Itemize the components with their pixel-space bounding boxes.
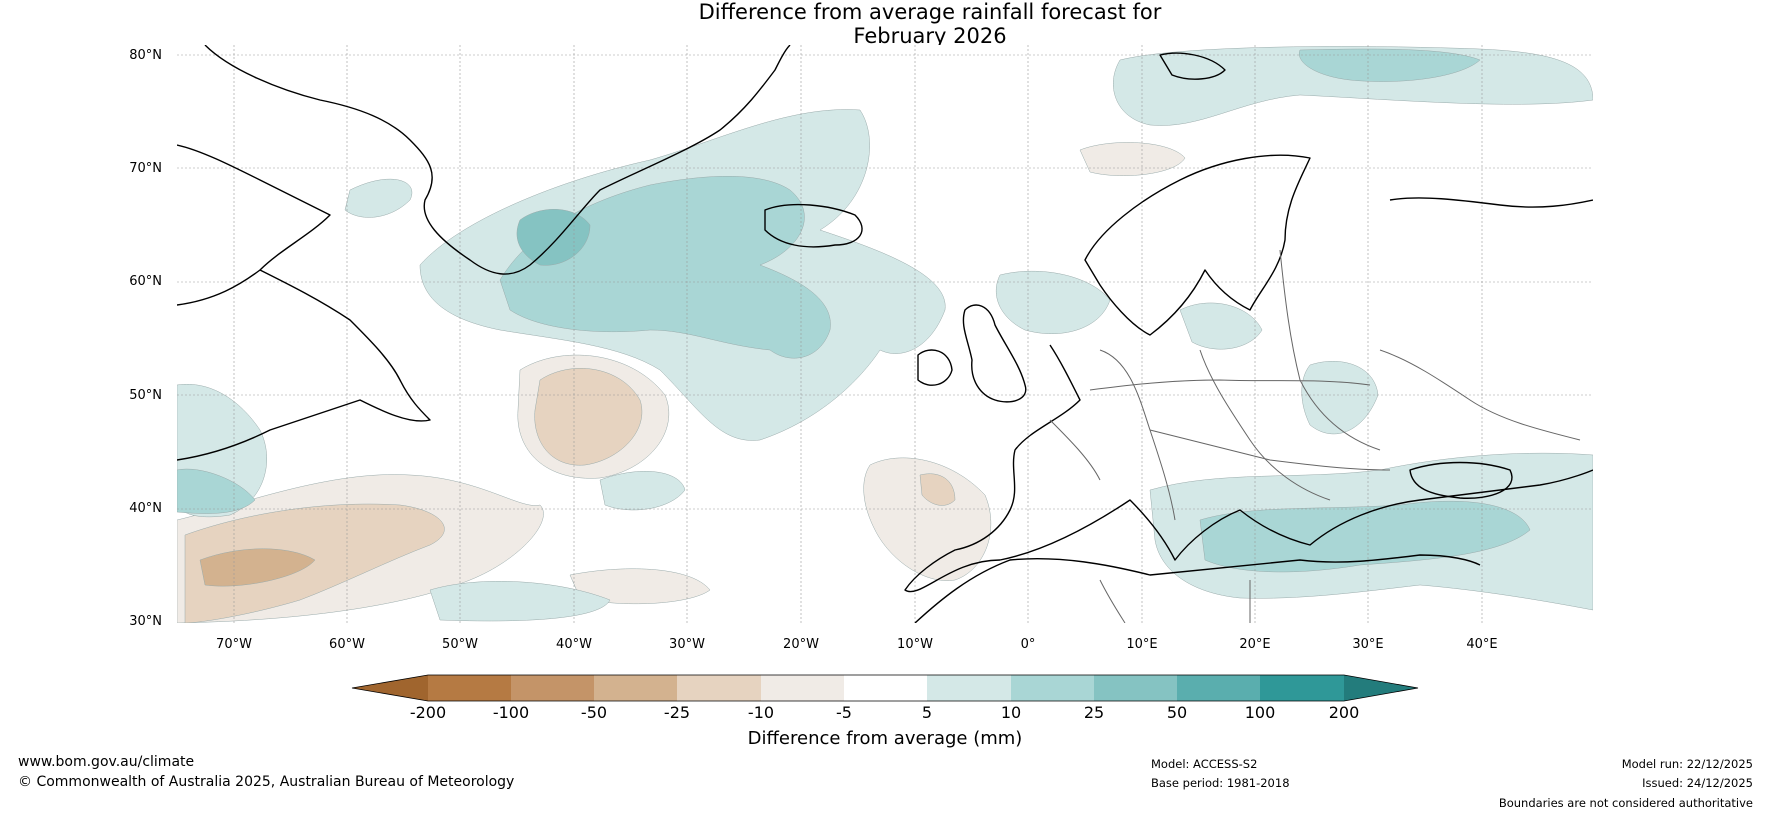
- wet-region-north-sea: [995, 270, 1111, 334]
- legend-bin-3: [594, 675, 677, 701]
- legend-tick-label: 5: [921, 703, 933, 722]
- legend-bin-10: [1177, 675, 1260, 701]
- wet-region-greenland-southeast: [516, 209, 591, 266]
- dry-region-iberia: [863, 457, 992, 581]
- legend-outline: [351, 674, 1419, 702]
- website-link[interactable]: www.bom.gov.au/climate: [18, 754, 195, 770]
- legend-unit-label: Difference from average (mm): [747, 728, 1023, 749]
- ireland-coast: [917, 349, 953, 386]
- lon-label-30e: 30°E: [1352, 637, 1384, 652]
- lat-label-30n: 30°N: [129, 614, 162, 629]
- lat-label-40n: 40°N: [129, 501, 162, 516]
- legend-tick-label: 25: [1083, 703, 1105, 722]
- legend-tick-label: -200: [409, 703, 447, 722]
- country-borders: [1049, 249, 1581, 623]
- dry-region-norwegian-sea: [1079, 142, 1186, 176]
- legend-bin-1: [428, 675, 511, 701]
- lon-label-50w: 50°W: [442, 637, 478, 652]
- legend-tick-label: -100: [492, 703, 530, 722]
- wet-region-greenland-east: [344, 178, 413, 218]
- legend-bin-9: [1094, 675, 1177, 701]
- legend-tick-label: -10: [747, 703, 775, 722]
- black-sea-coast: [1409, 461, 1513, 499]
- lon-label-0: 0°: [1020, 637, 1036, 652]
- wet-region-eastern-europe: [1301, 361, 1379, 435]
- lon-label-60w: 60°W: [329, 637, 365, 652]
- wet-region-baltic: [1179, 302, 1263, 350]
- dry-anomaly-regions: [177, 142, 1186, 623]
- legend-tick-label: 200: [1328, 703, 1360, 722]
- dry-region-mid-atlantic-core: [534, 368, 643, 466]
- labrador-coast: [177, 269, 431, 461]
- wet-region-svalbard: [1113, 46, 1593, 126]
- arctic-russia-coast: [1389, 197, 1593, 208]
- title-line-1: Difference from average rainfall forecas…: [698, 0, 1162, 24]
- wet-region-aegean: [1199, 500, 1531, 573]
- lon-label-10w: 10°W: [897, 637, 933, 652]
- model-text: Model: ACCESS-S2: [1151, 757, 1258, 771]
- lon-label-40w: 40°W: [556, 637, 592, 652]
- lon-label-30w: 30°W: [669, 637, 705, 652]
- lat-label-50n: 50°N: [129, 388, 162, 403]
- baffin-coast: [177, 144, 331, 306]
- legend-bin-6: [844, 675, 927, 701]
- legend-bin-2: [511, 675, 594, 701]
- legend-tick-label: 100: [1244, 703, 1276, 722]
- legend-tick-label: 50: [1166, 703, 1188, 722]
- legend-colorbar: [351, 674, 1419, 702]
- wet-anomaly-regions: [177, 46, 1593, 622]
- legend-tick-label: -25: [663, 703, 691, 722]
- europe-mainland-coast: [904, 344, 1593, 593]
- wet-region-svalbard-core: [1298, 48, 1481, 82]
- greenland-coast: [204, 45, 791, 275]
- base-period-text: Base period: 1981-2018: [1151, 776, 1290, 790]
- lat-label-80n: 80°N: [129, 48, 162, 63]
- legend-bin-5: [761, 675, 844, 701]
- lon-label-20e: 20°E: [1239, 637, 1271, 652]
- coastlines: [177, 45, 1593, 623]
- issued-text: Issued: 24/12/2025: [1642, 776, 1753, 790]
- lat-label-70n: 70°N: [129, 161, 162, 176]
- legend-bin-0: [352, 675, 428, 701]
- rainfall-map: [177, 45, 1593, 623]
- legend-bin-4: [677, 675, 761, 701]
- wet-region-us-east-coast-core: [177, 468, 256, 514]
- dry-region-iberia-core: [919, 473, 956, 506]
- legend-bin-7: [927, 675, 1011, 701]
- legend-tick-label: 10: [1000, 703, 1022, 722]
- north-africa-coast: [914, 554, 1481, 623]
- wet-region-subtropical-atlantic: [429, 581, 611, 622]
- legend-tick-label: -50: [580, 703, 608, 722]
- lat-label-60n: 60°N: [129, 274, 162, 289]
- dry-region-south-atlantic: [569, 568, 711, 605]
- lon-label-70w: 70°W: [216, 637, 252, 652]
- title-line-2: February 2026: [853, 24, 1007, 48]
- lon-label-10e: 10°E: [1126, 637, 1158, 652]
- uk-coast: [962, 304, 1027, 403]
- svalbard-coast: [1159, 52, 1226, 80]
- legend-bin-11: [1260, 675, 1344, 701]
- map-title: Difference from average rainfall forecas…: [0, 0, 1770, 48]
- wet-region-azores: [599, 471, 686, 511]
- lon-label-20w: 20°W: [783, 637, 819, 652]
- dry-region-west-atlantic-core: [184, 503, 445, 623]
- copyright-text: © Commonwealth of Australia 2025, Austra…: [18, 774, 515, 790]
- disclaimer-text: Boundaries are not considered authoritat…: [1498, 796, 1753, 810]
- legend-bin-12: [1344, 675, 1418, 701]
- legend-tick-label: -5: [836, 703, 852, 722]
- graticule: [177, 45, 1593, 623]
- legend-bin-8: [1011, 675, 1094, 701]
- iceland-coast: [764, 203, 863, 248]
- lon-label-40e: 40°E: [1466, 637, 1498, 652]
- model-run-text: Model run: 22/12/2025: [1621, 757, 1753, 771]
- map-canvas: [177, 45, 1593, 623]
